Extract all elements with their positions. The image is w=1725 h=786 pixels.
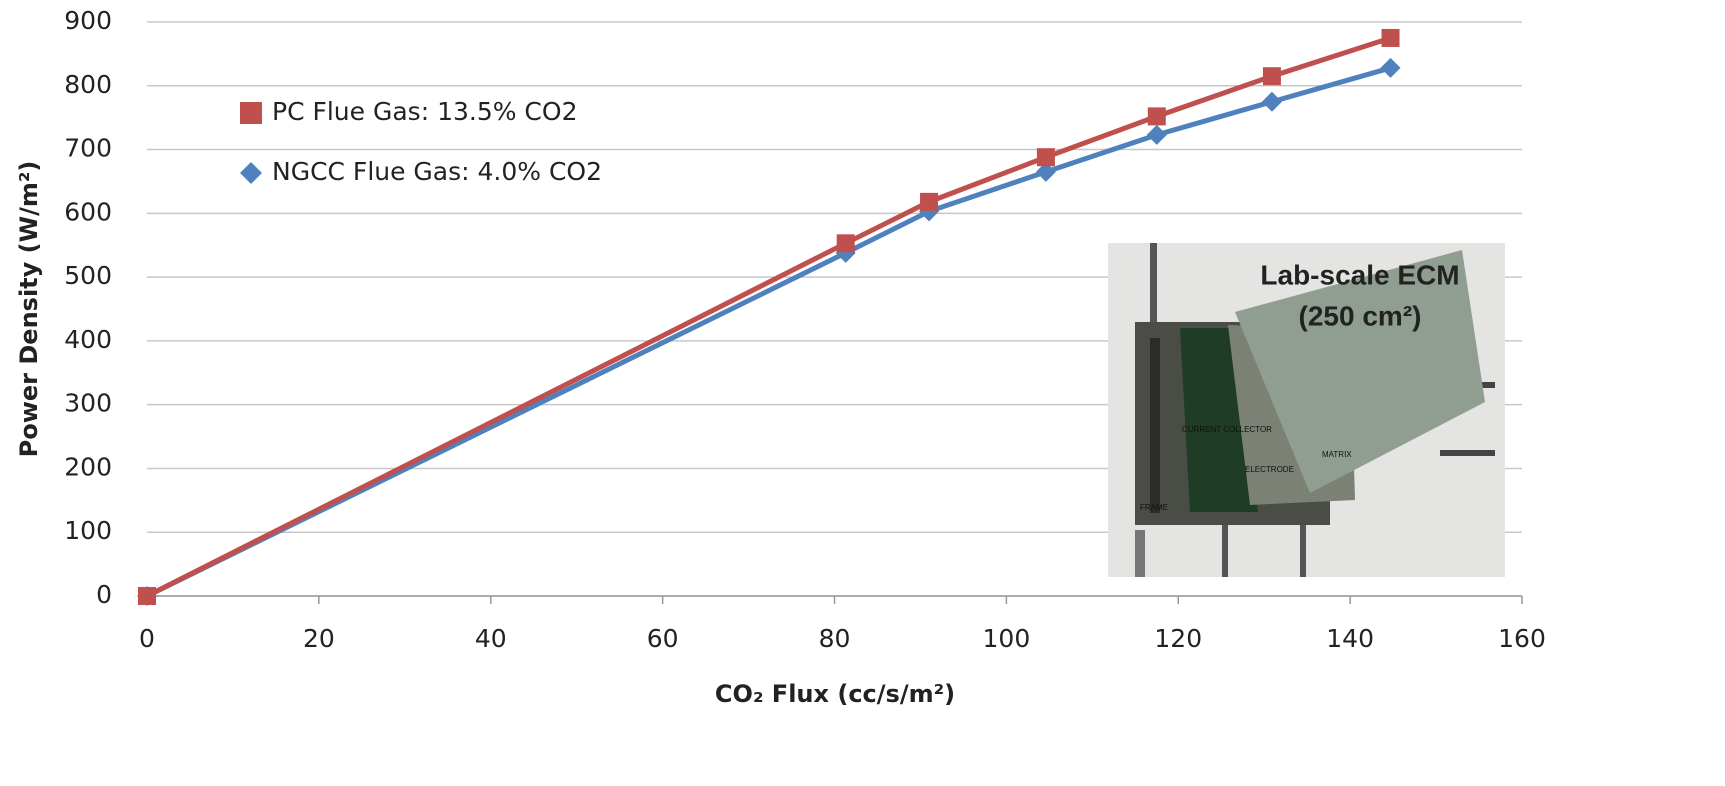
x-tick-label: 100 xyxy=(983,624,1031,653)
x-tick-label: 40 xyxy=(475,624,507,653)
pipe xyxy=(1135,530,1145,577)
y-tick-label: 300 xyxy=(64,389,112,418)
legend-label: NGCC Flue Gas: 4.0% CO2 xyxy=(272,157,602,186)
x-tick-label: 120 xyxy=(1154,624,1202,653)
legend-marker xyxy=(240,102,262,124)
legend-label: PC Flue Gas: 13.5% CO2 xyxy=(272,97,577,126)
marker xyxy=(920,192,939,211)
marker xyxy=(1147,107,1166,126)
marker xyxy=(1146,124,1167,145)
x-tick-label: 60 xyxy=(647,624,679,653)
photo-label: MATRIX xyxy=(1322,450,1352,459)
x-tick-label: 20 xyxy=(303,624,335,653)
marker xyxy=(1035,161,1056,182)
y-tick-label: 500 xyxy=(64,261,112,290)
pipe xyxy=(1222,520,1228,577)
y-tick-label: 0 xyxy=(96,580,112,609)
photo-label: ELECTRODE xyxy=(1245,465,1294,474)
frame-slot xyxy=(1150,338,1160,513)
matrix xyxy=(1235,250,1485,493)
marker xyxy=(1261,91,1282,112)
pipe xyxy=(1150,243,1157,323)
y-tick-label: 600 xyxy=(64,197,112,226)
y-tick-label: 900 xyxy=(64,6,112,35)
y-axis-title: Power Density (W/m²) xyxy=(15,161,43,458)
x-tick-label: 140 xyxy=(1326,624,1374,653)
legend-marker xyxy=(240,162,262,184)
photo-label: CURRENT COLLECTOR xyxy=(1182,425,1272,434)
inset-photo: CURRENT COLLECTOR ELECTRODE MATRIX FRAME… xyxy=(1108,243,1505,577)
y-tick-label: 200 xyxy=(64,452,112,481)
pipe xyxy=(1300,520,1306,577)
marker xyxy=(138,587,156,605)
x-tick-label: 0 xyxy=(139,624,155,653)
y-tick-label: 400 xyxy=(64,325,112,354)
marker xyxy=(1036,148,1055,167)
y-tick-label: 100 xyxy=(64,516,112,545)
y-tick-label: 800 xyxy=(64,70,112,99)
pipe xyxy=(1440,450,1495,456)
marker xyxy=(1262,67,1281,86)
x-tick-label: 160 xyxy=(1498,624,1546,653)
marker xyxy=(1380,57,1401,78)
x-tick-label: 80 xyxy=(819,624,851,653)
photo-label: FRAME xyxy=(1140,503,1168,512)
inset-subtitle: (250 cm²) xyxy=(1299,300,1422,331)
x-axis-title: CO₂ Flux (cc/s/m²) xyxy=(715,680,955,708)
inset-title: Lab-scale ECM xyxy=(1260,259,1459,290)
marker xyxy=(1381,28,1400,47)
y-tick-label: 700 xyxy=(64,134,112,163)
marker xyxy=(836,234,855,253)
